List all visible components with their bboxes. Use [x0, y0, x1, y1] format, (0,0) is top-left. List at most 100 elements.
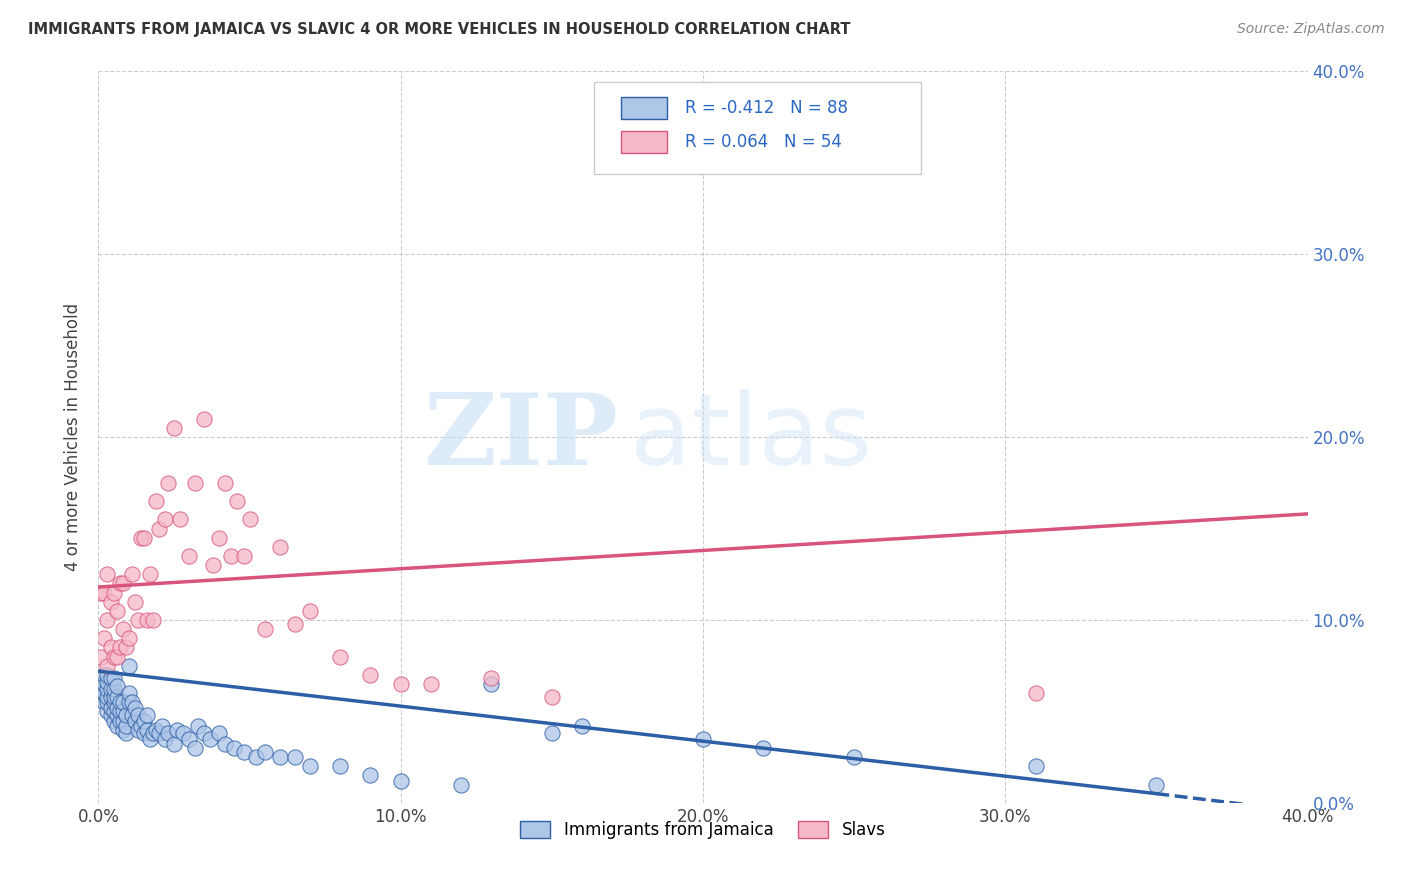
- Point: [221, 549, 243, 563]
- Point: [139, 567, 162, 582]
- Point: [571, 719, 593, 733]
- Point: [253, 745, 276, 759]
- Point: [103, 695, 125, 709]
- Point: [96, 690, 118, 704]
- Point: [145, 723, 167, 737]
- Point: [111, 695, 134, 709]
- Point: [226, 494, 249, 508]
- Point: [389, 677, 412, 691]
- Point: [135, 613, 157, 627]
- Point: [156, 475, 179, 490]
- Point: [93, 585, 115, 599]
- Point: [108, 714, 131, 728]
- Point: [111, 576, 134, 591]
- Point: [148, 521, 170, 535]
- Point: [135, 708, 157, 723]
- Point: [239, 512, 262, 526]
- Point: [111, 714, 134, 728]
- Point: [163, 421, 186, 435]
- Point: [114, 719, 136, 733]
- Point: [135, 723, 157, 737]
- Point: [184, 475, 207, 490]
- Point: [118, 658, 141, 673]
- Point: [93, 695, 115, 709]
- Point: [121, 695, 143, 709]
- Point: [100, 672, 122, 686]
- Point: [692, 731, 714, 746]
- Point: [103, 690, 125, 704]
- Point: [329, 759, 352, 773]
- Point: [299, 604, 322, 618]
- Point: [108, 576, 131, 591]
- Point: [103, 682, 125, 697]
- Point: [208, 726, 231, 740]
- Point: [96, 567, 118, 582]
- Point: [184, 740, 207, 755]
- Point: [202, 558, 225, 573]
- Point: [100, 594, 122, 608]
- Point: [132, 531, 155, 545]
- Point: [90, 585, 112, 599]
- Point: [420, 677, 443, 691]
- Point: [96, 613, 118, 627]
- Point: [105, 719, 128, 733]
- Point: [103, 714, 125, 728]
- Point: [111, 705, 134, 719]
- Point: [540, 726, 562, 740]
- Point: [103, 705, 125, 719]
- Point: [118, 686, 141, 700]
- Point: [105, 700, 128, 714]
- Point: [163, 737, 186, 751]
- Point: [124, 700, 146, 714]
- Point: [224, 740, 246, 755]
- Point: [127, 613, 149, 627]
- Text: R = -0.412   N = 88: R = -0.412 N = 88: [685, 99, 848, 117]
- Point: [187, 719, 209, 733]
- Point: [200, 731, 222, 746]
- Point: [105, 679, 128, 693]
- Point: [93, 632, 115, 646]
- Text: R = 0.064   N = 54: R = 0.064 N = 54: [685, 133, 842, 152]
- FancyBboxPatch shape: [621, 131, 666, 153]
- Point: [156, 726, 179, 740]
- Point: [100, 682, 122, 697]
- Text: IMMIGRANTS FROM JAMAICA VS SLAVIC 4 OR MORE VEHICLES IN HOUSEHOLD CORRELATION CH: IMMIGRANTS FROM JAMAICA VS SLAVIC 4 OR M…: [28, 22, 851, 37]
- Point: [90, 686, 112, 700]
- Point: [245, 750, 267, 764]
- Point: [360, 667, 382, 681]
- Point: [481, 677, 503, 691]
- Point: [284, 616, 307, 631]
- Point: [105, 708, 128, 723]
- Point: [96, 667, 118, 681]
- Point: [127, 708, 149, 723]
- Point: [166, 723, 188, 737]
- Point: [844, 750, 866, 764]
- Point: [269, 750, 291, 764]
- Point: [232, 549, 254, 563]
- Point: [214, 737, 236, 751]
- Point: [132, 726, 155, 740]
- Point: [129, 531, 152, 545]
- Point: [193, 726, 215, 740]
- Point: [108, 705, 131, 719]
- Point: [1024, 686, 1046, 700]
- Point: [96, 682, 118, 697]
- Point: [172, 726, 194, 740]
- Point: [148, 726, 170, 740]
- Point: [232, 745, 254, 759]
- Text: ZIP: ZIP: [423, 389, 619, 485]
- Text: atlas: atlas: [630, 389, 872, 485]
- Point: [121, 708, 143, 723]
- Point: [111, 622, 134, 636]
- Point: [193, 412, 215, 426]
- Point: [96, 695, 118, 709]
- Point: [103, 649, 125, 664]
- Point: [481, 672, 503, 686]
- Point: [139, 731, 162, 746]
- Legend: Immigrants from Jamaica, Slavs: Immigrants from Jamaica, Slavs: [513, 814, 893, 846]
- Point: [100, 690, 122, 704]
- Point: [145, 494, 167, 508]
- Point: [100, 700, 122, 714]
- Point: [540, 690, 562, 704]
- Point: [93, 677, 115, 691]
